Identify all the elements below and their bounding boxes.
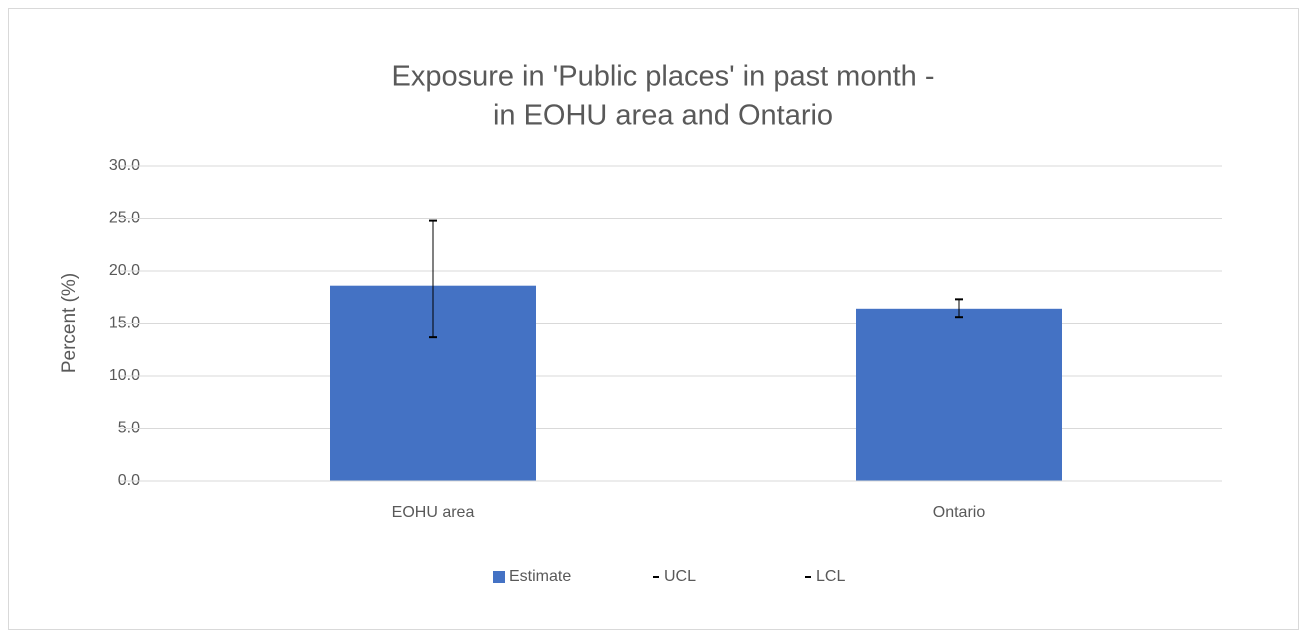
x-tick-label: Ontario [933, 504, 986, 521]
legend-swatch [493, 571, 505, 583]
chart-title: Exposure in 'Public places' in past mont… [391, 61, 934, 93]
chart-border [8, 8, 1299, 630]
legend-label: Estimate [509, 568, 571, 585]
chart-title: in EOHU area and Ontario [493, 100, 833, 132]
legend-label: LCL [816, 568, 845, 585]
y-axis-label: Percent (%) [59, 273, 80, 373]
x-tick-label: EOHU area [392, 504, 475, 521]
bar [856, 308, 1062, 481]
legend-label: UCL [664, 568, 696, 585]
